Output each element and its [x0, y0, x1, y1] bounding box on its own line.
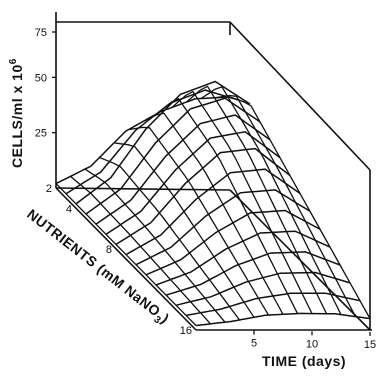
front-diagonal-edge — [55, 187, 197, 331]
surface-line-nutrient-6 — [115, 147, 291, 246]
surface-line-time-7 — [157, 97, 299, 314]
surface-line-time-4 — [113, 142, 255, 318]
z-tick-label-2: 25 — [35, 128, 47, 140]
z-axis-title-text: CELLS/ml x 10 — [9, 64, 25, 168]
surface-line-time-11 — [215, 94, 357, 317]
surface-line-time-12 — [229, 96, 371, 319]
z-axis-title: CELLS/ml x 106 — [8, 58, 25, 168]
nutrient-tick-label-3: 16 — [180, 325, 192, 337]
surface-line-time-3 — [99, 156, 241, 321]
surface-line-time-1 — [70, 175, 211, 325]
surface-line-nutrient-1 — [65, 89, 241, 195]
z-tick-label-1: 50 — [35, 72, 47, 84]
nutrients-axis-title-subscript: 3 — [151, 314, 163, 326]
back-right-top-edge — [229, 21, 371, 171]
nutrient-tick-label-0: 2 — [46, 183, 52, 195]
time-tick-label-0: 5 — [251, 338, 257, 350]
floor-left-edge — [55, 187, 231, 191]
surface-line-time-0 — [55, 183, 197, 326]
surface-line-time-9 — [186, 85, 328, 314]
nutrient-tick-label-2: 8 — [106, 244, 112, 256]
time-tick-label-1: 10 — [306, 338, 318, 350]
surface-line-time-2 — [84, 168, 226, 323]
surface-line-time-5 — [128, 126, 270, 316]
time-tick-label-2: 15 — [364, 339, 376, 351]
z-axis-title-exponent: 6 — [8, 58, 19, 64]
nutrients-axis-title: NUTRIENTS (mM NaNO3) — [22, 206, 173, 330]
nutrient-tick-label-1: 4 — [66, 203, 72, 215]
plot-frame — [55, 12, 372, 331]
surface-line-time-6 — [142, 112, 284, 315]
surface-mesh — [55, 80, 371, 327]
tick-group: 75 50 25 5 10 15 2 4 8 16 — [35, 27, 376, 351]
z-tick-label-0: 75 — [35, 27, 47, 39]
surface-line-time-10 — [200, 86, 342, 315]
time-axis-title: TIME (days) — [262, 353, 346, 369]
